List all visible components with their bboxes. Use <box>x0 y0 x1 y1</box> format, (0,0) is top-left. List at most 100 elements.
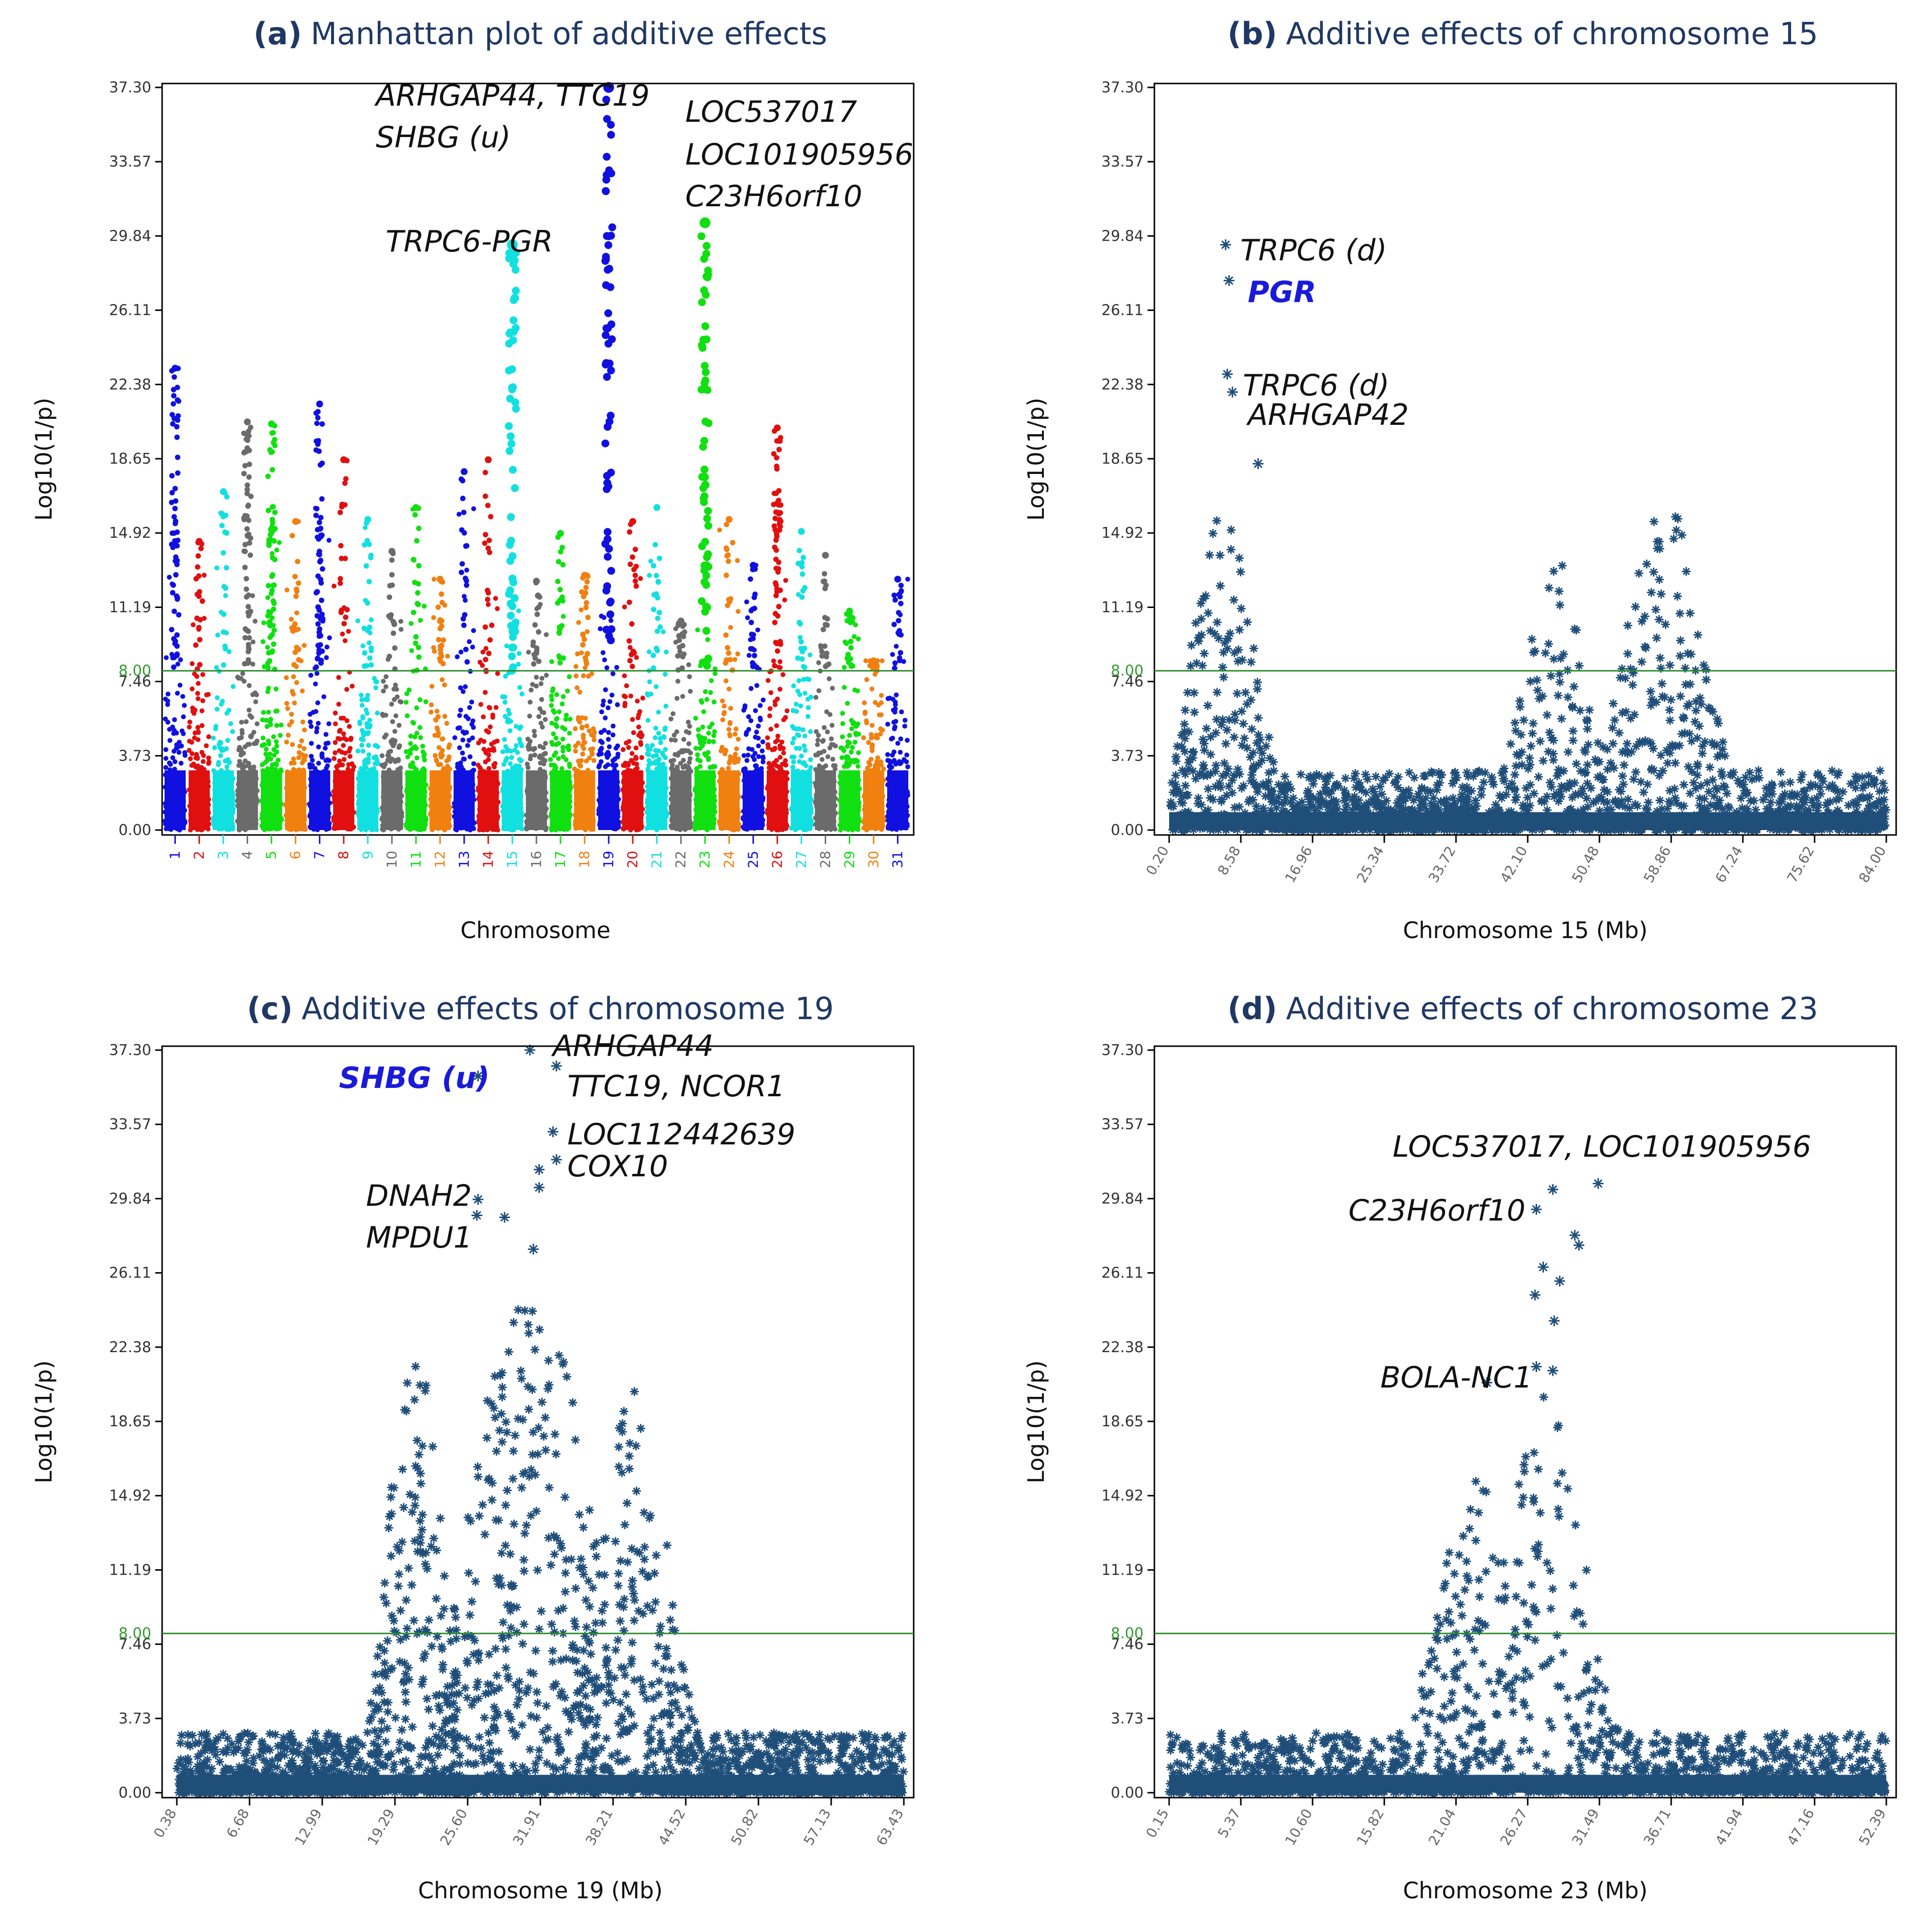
snp-point <box>602 657 607 663</box>
snp-point <box>434 725 440 730</box>
y-tick-label: 33.57 <box>109 153 151 170</box>
snp-density-floor <box>622 770 644 830</box>
snp-point <box>599 740 605 745</box>
snp-point <box>271 747 277 752</box>
peak-point <box>460 468 468 475</box>
snp-point <box>532 733 537 738</box>
snp-point <box>368 662 374 668</box>
snp-point <box>650 753 656 759</box>
snp-point <box>650 652 656 658</box>
snp-point <box>318 557 324 563</box>
snp-point <box>490 715 496 720</box>
snp-point <box>576 620 581 625</box>
snp-point <box>662 727 668 732</box>
snp-point <box>174 385 180 390</box>
snp-point <box>463 598 468 603</box>
snp-point <box>364 663 369 669</box>
peak-point <box>316 400 323 408</box>
snp-point <box>626 599 632 605</box>
snp-point <box>668 716 673 722</box>
snp-point <box>398 619 403 624</box>
snp-point <box>760 739 765 745</box>
snp-point <box>317 526 323 532</box>
snp-point <box>467 754 473 759</box>
snp-point <box>486 766 492 771</box>
snp-point <box>532 622 538 628</box>
snp-point <box>247 742 252 747</box>
snp-point <box>336 701 341 707</box>
snp-point <box>177 683 183 688</box>
y-tick-label: 22.38 <box>109 376 151 393</box>
snp-point <box>346 629 351 634</box>
snp-point <box>266 710 271 715</box>
snp-point <box>629 758 634 763</box>
snp-point <box>204 692 209 697</box>
snp-point <box>201 573 207 578</box>
snp-point <box>536 714 541 719</box>
snp-point <box>264 747 269 752</box>
snp-point <box>478 737 483 743</box>
snp-point <box>746 653 752 658</box>
snp-point <box>169 490 175 496</box>
snp-point <box>603 715 608 721</box>
snp-point <box>544 672 549 678</box>
snp-point <box>542 758 548 763</box>
panel-a-points <box>163 82 910 833</box>
snp-point <box>687 674 692 679</box>
snp-point <box>626 638 632 644</box>
snp-point <box>650 665 656 671</box>
snp-point <box>289 533 295 538</box>
snp-point <box>431 645 436 650</box>
snp-point <box>653 725 658 731</box>
snp-point <box>628 694 634 699</box>
snp-point <box>278 733 283 738</box>
snp-point <box>458 707 463 713</box>
snp-point <box>632 547 638 553</box>
snp-point <box>483 657 488 663</box>
snp-point <box>308 719 313 724</box>
snp-point <box>591 737 597 743</box>
snp-point <box>695 757 700 762</box>
snp-point <box>224 565 229 571</box>
snp-point <box>605 705 611 711</box>
snp-point <box>485 502 491 508</box>
snp-point <box>366 640 372 645</box>
snp-point <box>679 631 685 637</box>
snp-point <box>246 761 252 766</box>
snp-point <box>735 558 740 563</box>
snp-point <box>630 717 635 722</box>
snp-point <box>261 710 266 715</box>
snp-point <box>702 751 707 756</box>
snp-point <box>242 564 248 570</box>
snp-point <box>505 541 514 549</box>
snp-point <box>199 708 205 714</box>
snp-point <box>508 552 517 560</box>
snp-point <box>671 711 676 717</box>
snp-point <box>586 673 591 679</box>
snp-point <box>695 752 700 757</box>
snp-point <box>163 765 168 770</box>
snp-point <box>460 616 466 622</box>
snp-point <box>265 766 270 772</box>
snp-point <box>603 373 611 381</box>
snp-point <box>577 690 583 695</box>
snp-point <box>237 745 242 750</box>
snp-point <box>319 597 325 603</box>
snp-point <box>549 659 555 665</box>
snp-point <box>295 558 301 564</box>
snp-point <box>565 688 570 694</box>
snp-point <box>755 627 760 633</box>
snp-point <box>702 335 711 343</box>
snp-density-floor <box>477 770 499 830</box>
snp-point <box>664 649 669 655</box>
snp-point <box>173 518 178 524</box>
snp-point <box>480 714 486 720</box>
snp-point <box>411 557 417 563</box>
snp-point <box>549 694 554 699</box>
snp-point <box>333 710 338 716</box>
snp-point <box>266 611 272 617</box>
snp-point <box>417 725 422 730</box>
snp-point <box>698 298 706 306</box>
snp-point <box>428 709 434 715</box>
snp-point <box>726 766 731 771</box>
